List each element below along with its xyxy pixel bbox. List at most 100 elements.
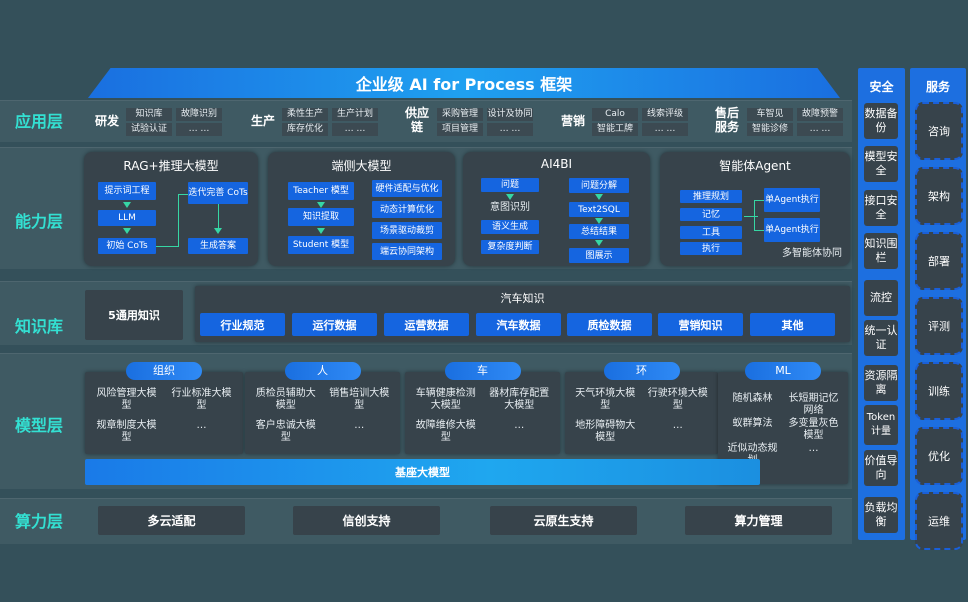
- model-group-pill: 车: [444, 362, 521, 380]
- app-item: 故障预警: [797, 108, 843, 121]
- agent-box: 执行: [680, 242, 742, 255]
- compute-box: 多云适配: [98, 506, 245, 535]
- app-group-name: 营销: [560, 114, 585, 128]
- service-item-3[interactable]: 评测: [915, 297, 963, 355]
- step-box: 初始 CoTs: [98, 238, 156, 254]
- arrow-down-icon: [506, 194, 514, 200]
- feature-box: 场景驱动裁剪: [372, 222, 442, 239]
- service-item-1[interactable]: 架构: [915, 167, 963, 225]
- auto-knowledge-title: 汽车知识: [500, 292, 545, 305]
- app-item: 柔性生产: [282, 108, 328, 121]
- model-item: 天气环境大模型: [575, 388, 636, 411]
- panel-title: AI4BI: [540, 157, 573, 171]
- step-box: 总结结果: [569, 224, 629, 239]
- layer-label-compute: 算力层: [14, 512, 63, 531]
- model-group-panel: [85, 372, 243, 454]
- step-box: LLM: [98, 210, 156, 226]
- panel-title: RAG+推理大模型: [123, 159, 219, 173]
- model-item: 器材库存配置大模型: [489, 388, 550, 411]
- app-item: Calo: [592, 108, 638, 121]
- app-item: … …: [487, 123, 533, 136]
- model-item: 车辆健康检测大模型: [415, 388, 476, 411]
- app-item: … …: [797, 123, 843, 136]
- service-item-6[interactable]: 运维: [915, 492, 963, 550]
- knowledge-chip: 汽车数据: [476, 313, 561, 336]
- step-box: 提示词工程: [98, 182, 156, 200]
- panel-title: 端侧大模型: [331, 159, 392, 173]
- capability-panel-ai4bi: AI4BI 问题 意图识别 语义生成 复杂度判断 问题分解 Text2SQL 总结结果 图展示: [463, 152, 650, 266]
- model-group-panel: [245, 372, 400, 454]
- app-item: 线索评级: [642, 108, 688, 121]
- model-item: 蚁群算法: [732, 418, 773, 429]
- step-box: 问题: [481, 178, 539, 192]
- app-group-name: 生产: [250, 114, 275, 128]
- app-item: … …: [332, 123, 378, 136]
- arrow-down-icon: [214, 228, 222, 234]
- model-item: 随机森林: [732, 393, 773, 404]
- model-item: 销售培训大模型: [329, 388, 390, 411]
- model-group-pill: ML: [745, 362, 821, 380]
- compute-box: 信创支持: [293, 506, 440, 535]
- step-box: 语义生成: [481, 220, 539, 234]
- agent-box: 工具: [680, 226, 742, 239]
- security-item: 价值导向: [864, 450, 898, 486]
- security-title: 安全: [869, 80, 894, 94]
- layer-label-knowledge: 知识库: [14, 317, 63, 336]
- service-item-0[interactable]: 咨询: [915, 102, 963, 160]
- feature-box: 动态计算优化: [372, 201, 442, 218]
- connector-line: [218, 204, 219, 228]
- arrow-down-icon: [595, 240, 603, 246]
- knowledge-chip: 其他: [750, 313, 835, 336]
- arrow-down-icon: [123, 202, 131, 208]
- model-item: 行业标准大模型: [171, 388, 232, 411]
- model-item: 长短期记忆网络: [788, 393, 839, 416]
- security-item: 模型安全: [864, 146, 898, 182]
- connector-line: [754, 230, 764, 231]
- feature-box: 端云协同架构: [372, 243, 442, 260]
- model-group-panel: [565, 372, 718, 454]
- model-item: …: [808, 443, 819, 454]
- arrow-down-icon: [595, 218, 603, 224]
- step-box: 问题分解: [569, 178, 629, 193]
- security-item: 资源隔离: [864, 365, 898, 401]
- service-item-5[interactable]: 优化: [915, 427, 963, 485]
- layer-label-model: 模型层: [14, 416, 63, 435]
- app-item: 项目管理: [437, 123, 483, 136]
- feature-box: 硬件适配与优化: [372, 180, 442, 197]
- service-item-2[interactable]: 部署: [915, 232, 963, 290]
- model-item: 多变量灰色模型: [788, 418, 839, 441]
- security-item: Token计量: [864, 405, 898, 445]
- step-box: Teacher 模型: [288, 182, 354, 200]
- app-item: 库存优化: [282, 123, 328, 136]
- model-item: 风险管理大模型: [96, 388, 157, 411]
- knowledge-chip: 质检数据: [567, 313, 652, 336]
- model-group-pill: 人: [284, 362, 361, 380]
- app-item: … …: [642, 123, 688, 136]
- app-item: 智能诊修: [747, 123, 793, 136]
- connector-line: [744, 216, 758, 217]
- app-item: 知识库: [126, 108, 172, 121]
- arrow-down-icon: [123, 228, 131, 234]
- knowledge-chip: 行业规范: [200, 313, 285, 336]
- title-banner: 企业级 AI for Process 框架: [88, 68, 840, 98]
- connector-line: [178, 194, 188, 195]
- model-item: 质检员辅助大模型: [255, 388, 316, 411]
- security-item: 接口安全: [864, 190, 898, 226]
- capability-panel-edge: 端侧大模型 Teacher 模型 知识提取 Student 模型 硬件适配与优化 动态计算…: [268, 152, 455, 266]
- connector-line: [178, 194, 179, 247]
- security-item: 流控: [864, 280, 898, 316]
- app-item: 生产计划: [332, 108, 378, 121]
- step-text: 意图识别: [490, 202, 530, 213]
- service-title: 服务: [925, 80, 950, 94]
- model-item: 故障维修大模型: [415, 420, 476, 443]
- security-item: 统一认证: [864, 320, 898, 356]
- app-item: 车智见: [747, 108, 793, 121]
- arrow-down-icon: [317, 228, 325, 234]
- service-item-4[interactable]: 训练: [915, 362, 963, 420]
- security-item: 数据备份: [864, 103, 898, 139]
- general-knowledge-box: 5通用知识: [85, 290, 183, 340]
- model-item: …: [354, 420, 365, 431]
- step-box: Text2SQL: [569, 202, 629, 217]
- model-item: 行驶环境大模型: [647, 388, 708, 411]
- model-group-pill: 环: [603, 362, 680, 380]
